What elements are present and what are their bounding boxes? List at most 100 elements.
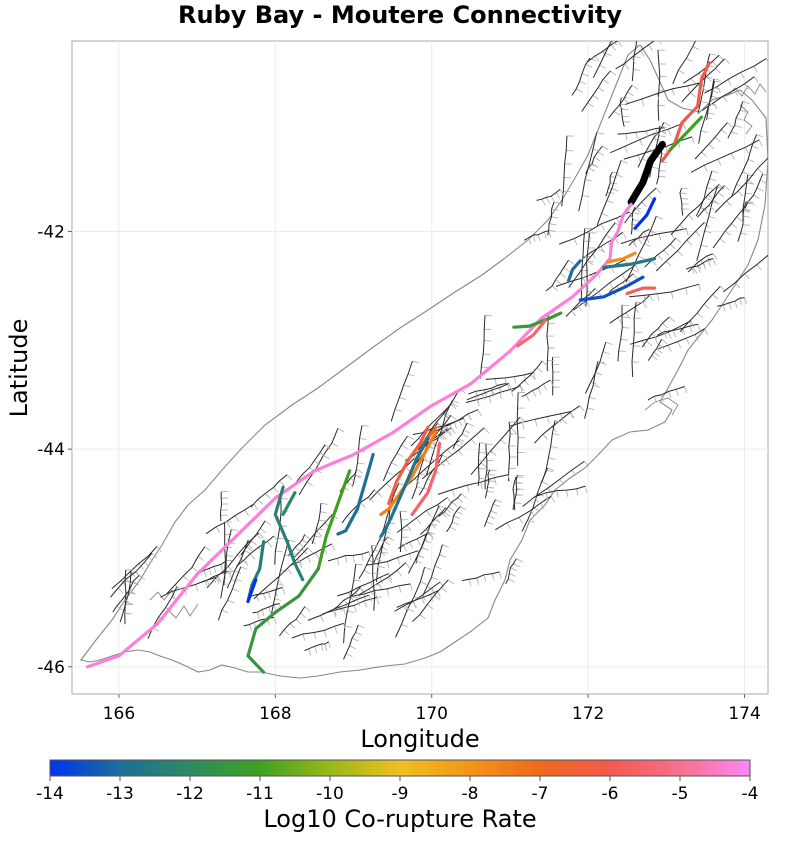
fault-dip-outline <box>700 170 719 211</box>
fault-trace <box>629 283 700 298</box>
fault-dip-outline <box>679 187 689 210</box>
fault-dip-outline <box>246 520 271 552</box>
fault-dip-outline <box>641 122 671 163</box>
fault-trace <box>483 499 497 527</box>
colorbar-ticks: -14 -13 -12 -11 -10 -9 -8 -7 -6 -5 -4 <box>36 776 758 804</box>
fault-dip-outline <box>617 295 654 324</box>
x-axis-ticks: 166 168 170 172 174 <box>103 694 761 724</box>
rupture-fault-trace <box>578 275 645 302</box>
fault-trace <box>289 543 333 567</box>
fault-trace <box>485 372 534 380</box>
fault-dip-outline <box>522 411 574 430</box>
fault-trace <box>697 185 725 218</box>
fault-trace <box>629 320 692 345</box>
rupture-fault-trace <box>86 202 633 669</box>
fault-trace <box>573 264 636 311</box>
fault-trace <box>470 416 521 476</box>
fault-trace <box>252 603 280 614</box>
fault-trace <box>690 139 760 173</box>
fault-trace <box>412 417 465 435</box>
fault-dip-outline <box>688 285 726 328</box>
fault-dip-outline <box>401 566 432 628</box>
fault-dip-outline <box>215 532 265 583</box>
fault-dip-outline <box>663 323 701 339</box>
fault-dip-outline <box>215 503 259 533</box>
fault-dip-outline <box>415 505 446 564</box>
fault-trace <box>446 506 461 533</box>
fault-dip-outline <box>545 486 588 500</box>
fault-trace <box>537 485 586 497</box>
fault-dip-outline <box>308 641 331 656</box>
fault-trace <box>479 315 486 379</box>
colorbar-tick-label: -12 <box>176 784 204 804</box>
fault-trace <box>379 483 400 539</box>
fault-trace <box>507 422 511 482</box>
fault-dip-outline <box>578 222 622 279</box>
fault-trace <box>250 474 288 508</box>
fault-trace <box>647 386 685 401</box>
fault-dip-outline <box>552 356 560 388</box>
fault-trace <box>322 597 377 615</box>
fault-dip-outline <box>633 44 644 71</box>
rupture-faults <box>86 61 711 674</box>
fault-dip-outline <box>419 579 455 620</box>
fault-dip-outline <box>734 255 768 289</box>
fault-trace <box>337 573 389 597</box>
fault-dip-outline <box>454 422 474 448</box>
fault-trace <box>236 535 275 567</box>
colorbar-tick-label: -6 <box>602 784 619 804</box>
fault-trace <box>609 295 650 324</box>
fault-trace <box>295 444 326 483</box>
fault-trace <box>541 420 556 482</box>
rupture-fault-trace <box>512 311 563 329</box>
fault-trace <box>584 341 607 394</box>
fault-dip-outline <box>336 551 371 566</box>
fault-trace <box>511 360 543 392</box>
fault-trace <box>712 207 745 249</box>
fault-trace <box>727 101 744 139</box>
fault-dip-outline <box>601 159 628 217</box>
fault-trace <box>610 122 684 154</box>
fault-dip-outline <box>563 135 574 193</box>
fault-dip-outline <box>486 469 497 493</box>
fault-dip-outline <box>452 474 511 497</box>
fault-trace <box>714 157 768 213</box>
fault-dip-outline <box>342 468 363 491</box>
colorbar-tick-label: -7 <box>532 784 549 804</box>
fault-trace <box>311 503 322 545</box>
fault-trace <box>695 170 713 217</box>
fault-dip-outline <box>206 570 232 587</box>
rupture-fault-trace <box>602 257 657 269</box>
fault-dip-outline <box>386 435 414 476</box>
fault-dip-outline <box>494 372 536 386</box>
fault-dip-outline <box>632 215 663 273</box>
fault-dip-outline <box>613 84 639 116</box>
fault-dip-outline <box>377 508 397 569</box>
rupture-fault-trace <box>567 259 582 282</box>
x-tick-label: 170 <box>416 704 448 724</box>
x-tick-label: 174 <box>728 704 760 724</box>
fault-dip-outline <box>480 416 526 468</box>
fault-trace <box>110 552 153 598</box>
fault-dip-outline <box>719 207 750 244</box>
fault-trace <box>679 188 684 216</box>
fault-dip-outline <box>264 547 313 595</box>
fault-trace <box>679 285 721 333</box>
fault-dip-outline <box>291 534 311 557</box>
fault-dip-outline <box>426 544 449 590</box>
y-axis-label: Latitude <box>5 319 33 418</box>
rupture-fault-trace <box>625 286 657 296</box>
fault-trace <box>410 403 452 447</box>
plot-area <box>71 40 769 695</box>
fault-dip-outline <box>651 338 668 361</box>
fault-trace <box>307 594 369 621</box>
fault-dip-outline <box>486 499 503 525</box>
fault-dip-outline <box>690 54 725 84</box>
fault-trace <box>112 574 140 613</box>
fault-trace <box>608 85 633 119</box>
y-tick-label: -44 <box>37 440 65 460</box>
fault-trace <box>351 425 363 487</box>
fault-dip-outline <box>478 442 487 480</box>
fault-trace <box>717 297 745 307</box>
fault-dip-outline <box>542 405 585 440</box>
